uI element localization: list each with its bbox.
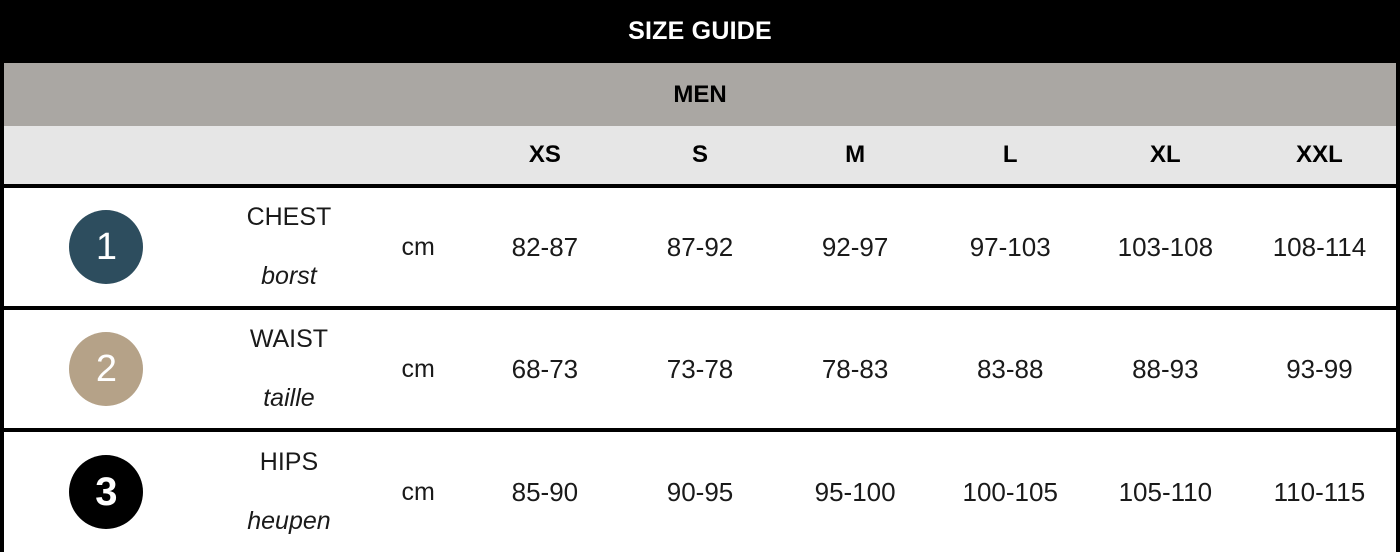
size-guide-title-bar: SIZE GUIDE — [0, 0, 1400, 63]
measurement-value: 73-78 — [622, 308, 778, 430]
size-header-s: S — [622, 126, 778, 186]
measurements-table: XS S M L XL XXL 1 CHEST borst cm — [0, 126, 1400, 552]
size-header-row: XS S M L XL XXL — [2, 126, 1398, 186]
row-badge-cell: 3 — [2, 430, 209, 552]
measurement-translation: taille — [263, 384, 315, 412]
size-header-xl: XL — [1087, 126, 1243, 186]
page-title: SIZE GUIDE — [628, 17, 772, 45]
unit-cell: cm — [369, 308, 468, 430]
measurement-name: HIPS — [259, 448, 319, 476]
measurement-name: CHEST — [246, 203, 332, 231]
unit-cell: cm — [369, 186, 468, 308]
measurement-value: 85-90 — [467, 430, 623, 552]
measurement-value: 100-105 — [932, 430, 1088, 552]
measurement-value: 97-103 — [932, 186, 1088, 308]
measurement-translation: borst — [261, 262, 317, 290]
measurement-value: 110-115 — [1242, 430, 1398, 552]
measurement-value: 105-110 — [1087, 430, 1243, 552]
measurement-value: 68-73 — [467, 308, 623, 430]
gender-label: MEN — [673, 80, 727, 108]
size-header-xs: XS — [467, 126, 623, 186]
badge-number: 1 — [95, 226, 117, 268]
measurement-value: 87-92 — [622, 186, 778, 308]
measurement-value: 95-100 — [777, 430, 933, 552]
measurement-value: 82-87 — [467, 186, 623, 308]
measurement-value: 83-88 — [932, 308, 1088, 430]
step-number-badge-2: 2 — [69, 332, 144, 406]
step-number-badge-3: 3 — [69, 455, 144, 529]
gender-band: MEN — [0, 63, 1400, 126]
measurement-label-cell: HIPS heupen — [208, 430, 370, 552]
measurement-value: 92-97 — [777, 186, 933, 308]
measurement-label-cell: CHEST borst — [208, 186, 370, 308]
header-label-spacer — [208, 126, 370, 186]
measurement-value: 103-108 — [1087, 186, 1243, 308]
unit-cell: cm — [369, 430, 468, 552]
measurement-value: 93-99 — [1242, 308, 1398, 430]
size-header-xxl: XXL — [1242, 126, 1398, 186]
header-badge-spacer — [2, 126, 209, 186]
badge-number: 3 — [95, 470, 118, 514]
measurement-value: 90-95 — [622, 430, 778, 552]
header-unit-spacer — [369, 126, 468, 186]
table-row: 1 CHEST borst cm 82-87 87-92 92-97 97-10… — [2, 186, 1398, 308]
measurement-label-cell: WAIST taille — [208, 308, 370, 430]
measurement-value: 108-114 — [1242, 186, 1398, 308]
table-row: 2 WAIST taille cm 68-73 73-78 78-83 83-8… — [2, 308, 1398, 430]
row-badge-cell: 2 — [2, 308, 209, 430]
badge-number: 2 — [95, 348, 117, 390]
measurement-value: 88-93 — [1087, 308, 1243, 430]
size-header-m: M — [777, 126, 933, 186]
table-row: 3 HIPS heupen cm 85-90 90-95 95-100 100-… — [2, 430, 1398, 552]
step-number-badge-1: 1 — [69, 210, 144, 284]
measurement-name: WAIST — [249, 325, 329, 353]
measurement-value: 78-83 — [777, 308, 933, 430]
row-badge-cell: 1 — [2, 186, 209, 308]
measurement-translation: heupen — [247, 507, 331, 535]
size-header-l: L — [932, 126, 1088, 186]
